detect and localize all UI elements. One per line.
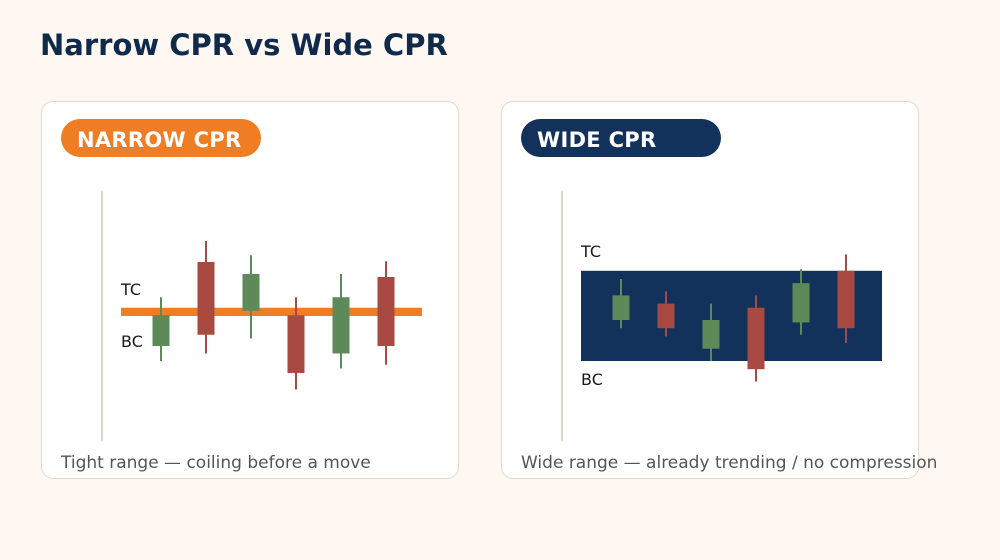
wide-cpr-plot: TC BC <box>561 191 882 441</box>
narrow-candle <box>152 297 170 361</box>
narrow-tc-label: TC <box>120 280 141 299</box>
wide-candle-body <box>747 307 765 370</box>
narrow-candles <box>152 241 395 390</box>
narrow-cpr-badge: NARROW CPR <box>61 119 261 157</box>
narrow-candle <box>377 261 395 365</box>
wide-bc-label: BC <box>581 370 603 389</box>
narrow-cpr-caption: Tight range — coiling before a move <box>61 453 371 473</box>
narrow-candle-body <box>287 315 305 373</box>
wide-candle-body <box>612 295 630 320</box>
wide-cpr-panel: WIDE CPR TC BC Wide range — already tren… <box>501 101 937 479</box>
wide-candle <box>792 269 810 335</box>
wide-candle-body <box>837 270 855 329</box>
narrow-candle-body <box>242 274 260 311</box>
wide-candle-body <box>792 283 810 323</box>
wide-cpr-band <box>581 270 882 361</box>
narrow-cpr-plot: TC BC <box>101 191 422 441</box>
narrow-candle <box>197 241 215 354</box>
narrow-candle <box>332 274 350 369</box>
narrow-candle-body <box>377 277 395 346</box>
wide-tc-label: TC <box>580 242 601 261</box>
wide-candles <box>612 254 855 382</box>
narrow-cpr-panel: NARROW CPR TC BC Tight range — coiling b… <box>41 101 459 479</box>
narrow-candle <box>287 297 305 390</box>
narrow-bc-label: BC <box>121 332 143 351</box>
wide-candle <box>702 303 720 361</box>
wide-candle <box>612 279 630 329</box>
wide-cpr-caption: Wide range — already trending / no compr… <box>521 453 938 473</box>
narrow-candle <box>242 255 260 339</box>
narrow-candle-body <box>197 262 215 335</box>
wide-candle <box>837 254 855 343</box>
wide-candle-body <box>702 320 720 349</box>
narrow-cpr-band <box>121 307 422 316</box>
narrow-candle-body <box>332 297 350 354</box>
narrow-candle-body <box>152 315 170 346</box>
wide-candle <box>657 291 675 337</box>
page-title: Narrow CPR vs Wide CPR <box>40 28 448 62</box>
wide-cpr-badge: WIDE CPR <box>521 119 721 157</box>
wide-candle-body <box>657 303 675 329</box>
wide-candle <box>747 295 765 382</box>
